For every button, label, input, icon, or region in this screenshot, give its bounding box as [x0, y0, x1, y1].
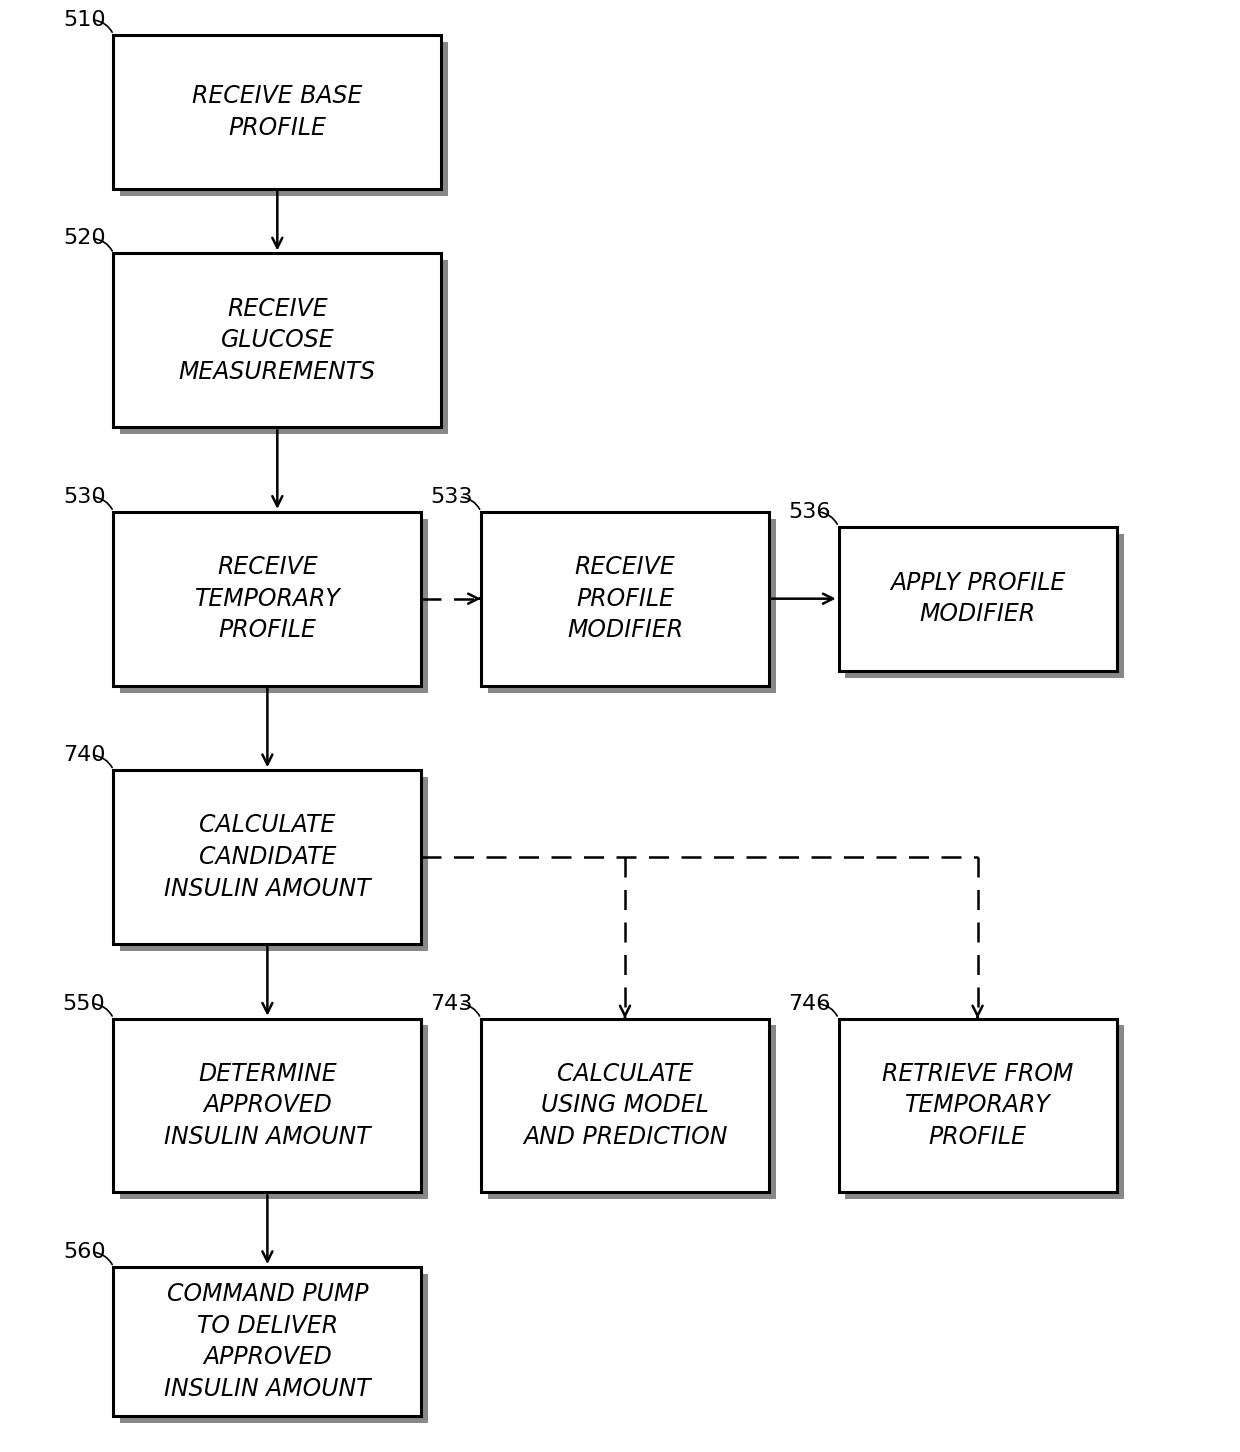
Bar [838, 1018, 1117, 1192]
Bar [838, 527, 1117, 671]
Text: APPLY PROFILE
MODIFIER: APPLY PROFILE MODIFIER [890, 571, 1065, 626]
Text: 510: 510 [63, 10, 105, 29]
Bar [481, 1018, 769, 1192]
Bar [113, 1268, 422, 1416]
Polygon shape [487, 1025, 776, 1199]
Text: RECEIVE
PROFILE
MODIFIER: RECEIVE PROFILE MODIFIER [567, 555, 683, 642]
Polygon shape [120, 518, 428, 693]
Text: RECEIVE
GLUCOSE
MEASUREMENTS: RECEIVE GLUCOSE MEASUREMENTS [179, 296, 376, 383]
Text: 740: 740 [63, 745, 105, 765]
Polygon shape [846, 1025, 1123, 1199]
Polygon shape [120, 1273, 428, 1423]
Text: CALCULATE
CANDIDATE
INSULIN AMOUNT: CALCULATE CANDIDATE INSULIN AMOUNT [164, 813, 371, 900]
Text: RETRIEVE FROM
TEMPORARY
PROFILE: RETRIEVE FROM TEMPORARY PROFILE [882, 1061, 1074, 1149]
Polygon shape [120, 1025, 428, 1199]
Text: DETERMINE
APPROVED
INSULIN AMOUNT: DETERMINE APPROVED INSULIN AMOUNT [164, 1061, 371, 1149]
Text: 746: 746 [789, 993, 831, 1013]
Text: 530: 530 [63, 486, 105, 507]
Text: CALCULATE
USING MODEL
AND PREDICTION: CALCULATE USING MODEL AND PREDICTION [523, 1061, 727, 1149]
Text: 743: 743 [430, 993, 472, 1013]
Polygon shape [846, 533, 1123, 678]
Text: RECEIVE
TEMPORARY
PROFILE: RECEIVE TEMPORARY PROFILE [195, 555, 340, 642]
Bar [113, 35, 441, 189]
Text: 533: 533 [430, 486, 472, 507]
Bar [113, 1018, 422, 1192]
Text: 520: 520 [63, 228, 105, 248]
Polygon shape [487, 518, 776, 693]
Text: 550: 550 [63, 993, 105, 1013]
Text: 536: 536 [789, 501, 831, 521]
Bar [113, 511, 422, 685]
Polygon shape [120, 777, 428, 951]
Text: 560: 560 [63, 1241, 105, 1262]
Polygon shape [120, 42, 448, 196]
Bar [113, 253, 441, 427]
Bar [481, 511, 769, 685]
Text: RECEIVE BASE
PROFILE: RECEIVE BASE PROFILE [192, 84, 362, 139]
Polygon shape [120, 260, 448, 434]
Bar [113, 770, 422, 944]
Text: COMMAND PUMP
TO DELIVER
APPROVED
INSULIN AMOUNT: COMMAND PUMP TO DELIVER APPROVED INSULIN… [164, 1282, 371, 1401]
